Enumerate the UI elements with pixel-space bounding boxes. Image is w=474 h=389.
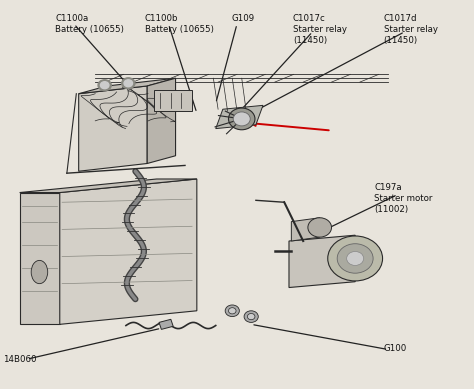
Text: 14B060: 14B060 [3, 356, 36, 364]
Polygon shape [147, 78, 175, 163]
Circle shape [124, 80, 133, 87]
Circle shape [228, 108, 255, 130]
Text: C1100b
Battery (10655): C1100b Battery (10655) [145, 14, 214, 34]
Circle shape [228, 308, 236, 314]
Circle shape [98, 80, 111, 91]
Circle shape [346, 251, 364, 265]
Circle shape [247, 314, 255, 320]
Text: G109: G109 [231, 14, 255, 23]
Text: C197a
Starter motor
(11002): C197a Starter motor (11002) [374, 183, 432, 214]
Text: G100: G100 [383, 344, 407, 353]
Polygon shape [19, 179, 197, 193]
Polygon shape [216, 105, 263, 129]
Text: C1017c
Starter relay
(11450): C1017c Starter relay (11450) [293, 14, 347, 46]
FancyBboxPatch shape [155, 90, 192, 111]
Circle shape [100, 82, 109, 89]
Polygon shape [19, 193, 60, 324]
Circle shape [328, 236, 383, 281]
Text: C1017d
Starter relay
(11450): C1017d Starter relay (11450) [383, 14, 438, 46]
Circle shape [122, 78, 135, 89]
Polygon shape [60, 179, 197, 324]
Polygon shape [159, 319, 173, 329]
Polygon shape [79, 78, 175, 94]
Polygon shape [79, 86, 147, 171]
Polygon shape [289, 235, 355, 287]
Circle shape [337, 244, 373, 273]
Polygon shape [292, 218, 319, 241]
Circle shape [308, 218, 331, 237]
Ellipse shape [31, 260, 48, 284]
Circle shape [244, 311, 258, 322]
Circle shape [225, 305, 239, 317]
Circle shape [233, 112, 250, 126]
Text: C1100a
Battery (10655): C1100a Battery (10655) [55, 14, 124, 34]
